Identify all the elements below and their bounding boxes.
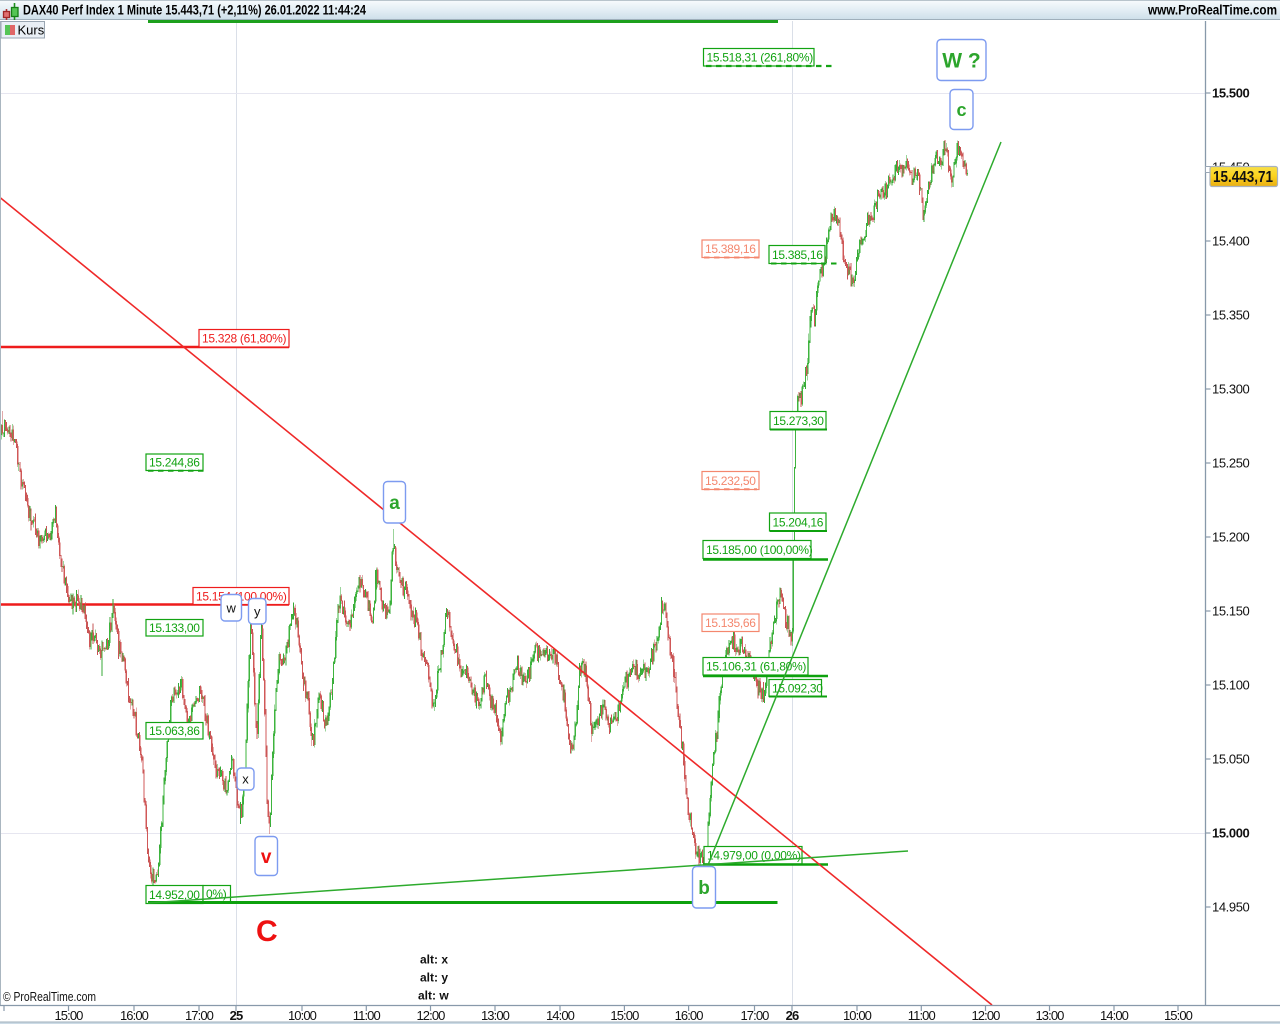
svg-text:15.500: 15.500 xyxy=(1212,86,1250,101)
svg-text:16:00: 16:00 xyxy=(120,1008,149,1023)
svg-text:15:00: 15:00 xyxy=(610,1008,639,1023)
svg-text:15.050: 15.050 xyxy=(1212,752,1250,767)
svg-text:15.063,86: 15.063,86 xyxy=(149,724,200,738)
svg-text:© ProRealTime.com: © ProRealTime.com xyxy=(3,989,96,1004)
svg-text:15.106,31 (61,80%): 15.106,31 (61,80%) xyxy=(706,660,806,674)
svg-text:25: 25 xyxy=(230,1008,243,1023)
svg-text:16:00: 16:00 xyxy=(675,1008,704,1023)
svg-text:15.204,16: 15.204,16 xyxy=(773,515,824,529)
svg-text:15.273,30: 15.273,30 xyxy=(773,414,824,428)
svg-text:10:00: 10:00 xyxy=(288,1008,317,1023)
svg-text:15.232,50: 15.232,50 xyxy=(705,474,756,488)
svg-text:www.ProRealTime.com: www.ProRealTime.com xyxy=(1147,3,1277,18)
svg-text:14.950: 14.950 xyxy=(1212,900,1250,915)
svg-text:alt: w: alt: w xyxy=(418,989,449,1003)
svg-text:y: y xyxy=(254,604,261,619)
svg-text:12:00: 12:00 xyxy=(971,1008,1000,1023)
svg-text:14.979,00 (0,00%): 14.979,00 (0,00%) xyxy=(707,849,801,863)
svg-text:26: 26 xyxy=(786,1008,799,1023)
svg-text:11:00: 11:00 xyxy=(908,1008,936,1023)
svg-text:15.250: 15.250 xyxy=(1212,456,1250,471)
svg-text:W ?: W ? xyxy=(942,50,980,73)
svg-text:15.200: 15.200 xyxy=(1212,530,1250,545)
svg-text:alt: x: alt: x xyxy=(420,953,448,967)
svg-text:15.518,31 (261,80%): 15.518,31 (261,80%) xyxy=(707,51,814,65)
svg-text:15.400: 15.400 xyxy=(1212,234,1250,249)
svg-text:13:00: 13:00 xyxy=(481,1008,510,1023)
svg-text:15.443,71: 15.443,71 xyxy=(1213,169,1273,186)
svg-text:15.389,16: 15.389,16 xyxy=(705,242,756,256)
svg-text:alt: y: alt: y xyxy=(420,971,448,985)
svg-text:b: b xyxy=(698,878,710,899)
svg-text:15.135,66: 15.135,66 xyxy=(705,616,756,630)
svg-text:10:00: 10:00 xyxy=(843,1008,872,1023)
svg-text:15.350: 15.350 xyxy=(1212,308,1250,323)
svg-text:15.092,30: 15.092,30 xyxy=(772,681,823,695)
svg-text:15.385,16: 15.385,16 xyxy=(772,248,823,262)
svg-text:17:00: 17:00 xyxy=(185,1008,214,1023)
svg-text:v: v xyxy=(261,847,272,868)
svg-text:13:00: 13:00 xyxy=(1035,1008,1064,1023)
svg-text:15.185,00 (100,00%): 15.185,00 (100,00%) xyxy=(706,543,813,557)
svg-text:Kurs: Kurs xyxy=(18,23,45,38)
svg-text:15.133,00: 15.133,00 xyxy=(149,621,200,635)
svg-text:12:00: 12:00 xyxy=(416,1008,445,1023)
svg-text:15.000: 15.000 xyxy=(1212,826,1250,841)
svg-text:14:00: 14:00 xyxy=(1100,1008,1129,1023)
svg-text:15.328 (61,80%): 15.328 (61,80%) xyxy=(202,332,287,346)
svg-text:x: x xyxy=(242,772,249,787)
svg-text:15.244,86: 15.244,86 xyxy=(149,456,200,470)
svg-text:17:00: 17:00 xyxy=(740,1008,769,1023)
svg-text:15.300: 15.300 xyxy=(1212,382,1250,397)
svg-text:a: a xyxy=(389,493,400,514)
svg-text:15.150: 15.150 xyxy=(1212,604,1250,619)
svg-text:15:00: 15:00 xyxy=(1164,1008,1193,1023)
svg-text:14:00: 14:00 xyxy=(546,1008,575,1023)
svg-text:14.952,00: 14.952,00 xyxy=(149,888,200,902)
svg-text:DAX40 Perf Index 1 Minute 15.4: DAX40 Perf Index 1 Minute 15.443,71 (+2,… xyxy=(23,3,366,18)
svg-text:C: C xyxy=(256,915,278,948)
svg-text:11:00: 11:00 xyxy=(353,1008,381,1023)
svg-text:15.100: 15.100 xyxy=(1212,678,1250,693)
svg-text:c: c xyxy=(956,100,966,120)
svg-text:15:00: 15:00 xyxy=(54,1008,83,1023)
svg-text:w: w xyxy=(226,600,237,615)
